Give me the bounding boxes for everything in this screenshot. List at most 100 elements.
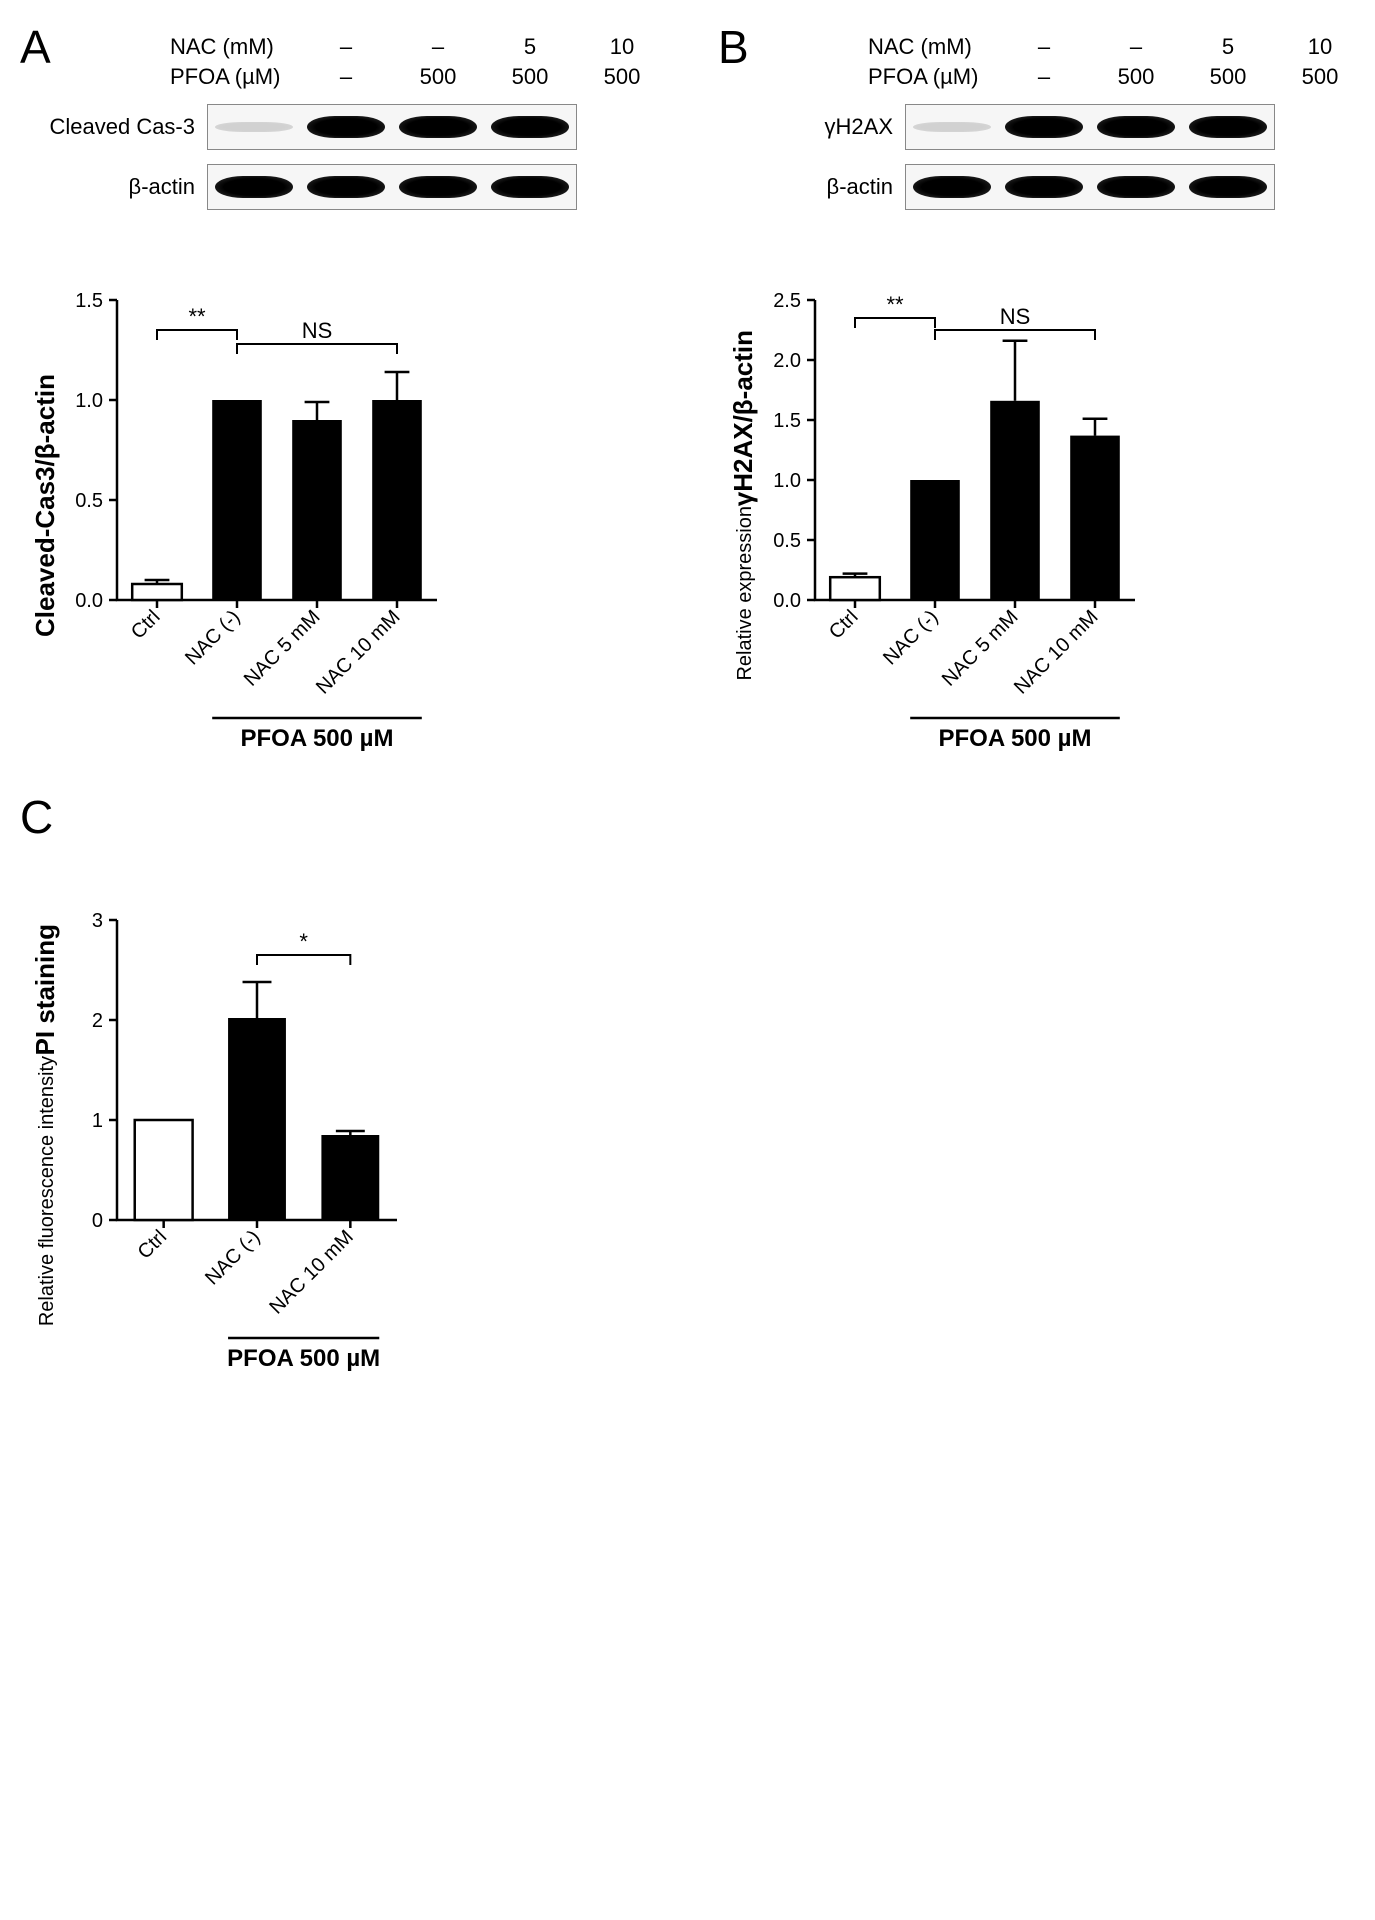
- blot-label: β-actin: [30, 174, 207, 200]
- y-tick-label: 3: [92, 910, 103, 932]
- panel-C-chart: 0123CtrlNAC (-)NAC 10 mM*PFOA 500 µM: [67, 870, 407, 1380]
- blot-band: [1189, 176, 1267, 198]
- panel-B-ylabel-sub: Relative expression: [734, 506, 757, 681]
- y-tick-label: 1.0: [75, 390, 103, 412]
- significance-bracket: [237, 344, 397, 354]
- condition-row: NAC (mM)––510: [868, 34, 1366, 60]
- blot-band: [491, 176, 569, 198]
- bar: [132, 584, 182, 600]
- condition-label: PFOA (µM): [170, 64, 300, 90]
- error-bar: [305, 402, 330, 420]
- panel-B-label: B: [718, 20, 749, 74]
- x-category-label: NAC 10 mM: [265, 1226, 358, 1319]
- blot-band: [1097, 176, 1175, 198]
- significance-label: **: [188, 304, 206, 329]
- blot-band: [215, 176, 293, 198]
- bar: [228, 1018, 286, 1220]
- blot-band: [1189, 116, 1267, 138]
- panel-A-blots: Cleaved Cas-3 β-actin: [30, 104, 668, 210]
- condition-value: 10: [576, 34, 668, 60]
- condition-row: PFOA (µM)–500500500: [170, 64, 668, 90]
- y-tick-label: 2.0: [773, 350, 801, 372]
- blot-band: [913, 122, 991, 132]
- x-category-label: NAC 10 mM: [312, 606, 405, 699]
- bar: [990, 401, 1040, 600]
- blot-band: [1005, 116, 1083, 138]
- x-category-label: Ctrl: [825, 606, 863, 644]
- panel-A-label: A: [20, 20, 51, 74]
- panel-A-ylabels: Cleaved-Cas3/β-actin: [30, 250, 61, 760]
- bar: [135, 1120, 193, 1220]
- blot-band: [215, 122, 293, 132]
- panel-C-ylabels: PI staining Relative fluorescence intens…: [30, 870, 61, 1380]
- panel-B-chart: 0.00.51.01.52.02.5CtrlNAC (-)NAC 5 mMNAC…: [765, 250, 1145, 760]
- significance-label: NS: [1000, 304, 1031, 329]
- blot-band: [1005, 176, 1083, 198]
- y-tick-label: 0.5: [773, 530, 801, 552]
- condition-value: 5: [484, 34, 576, 60]
- blot-strip: [905, 104, 1275, 150]
- condition-value: –: [300, 64, 392, 90]
- condition-value: 5: [1182, 34, 1274, 60]
- condition-value: 500: [392, 64, 484, 90]
- blot-strip: [207, 104, 577, 150]
- condition-value: 10: [1274, 34, 1366, 60]
- bar: [321, 1135, 379, 1220]
- x-category-label: NAC (-): [879, 606, 942, 669]
- condition-row: PFOA (µM)–500500500: [868, 64, 1366, 90]
- panel-C-label: C: [20, 790, 53, 844]
- blot-band: [491, 116, 569, 138]
- blot-label: Cleaved Cas-3: [30, 114, 207, 140]
- blot-strip: [905, 164, 1275, 210]
- significance-bracket: [257, 955, 350, 965]
- panel-C: C PI staining Relative fluorescence inte…: [30, 800, 668, 1380]
- panel-B-ylabel: γH2AX/β-actin: [728, 330, 759, 506]
- condition-value: 500: [1090, 64, 1182, 90]
- panel-C-ylabel: PI staining: [30, 924, 61, 1055]
- blot-row: β-actin: [30, 164, 668, 210]
- panel-B: B NAC (mM)––510PFOA (µM)–500500500 γH2AX…: [728, 30, 1366, 760]
- significance-label: *: [299, 929, 308, 954]
- panel-B-ylabels: γH2AX/β-actin Relative expression: [728, 250, 759, 760]
- blot-band: [307, 176, 385, 198]
- bar: [1070, 436, 1120, 600]
- y-tick-label: 1.0: [773, 470, 801, 492]
- blot-row: Cleaved Cas-3: [30, 104, 668, 150]
- condition-value: 500: [484, 64, 576, 90]
- condition-value: 500: [1182, 64, 1274, 90]
- figure: A NAC (mM)––510PFOA (µM)–500500500 Cleav…: [30, 30, 1345, 1380]
- blot-label: β-actin: [728, 174, 905, 200]
- blot-band: [1097, 116, 1175, 138]
- condition-value: 500: [1274, 64, 1366, 90]
- bar: [292, 420, 342, 600]
- condition-value: –: [998, 64, 1090, 90]
- bar: [372, 400, 422, 600]
- bar: [212, 400, 262, 600]
- panel-B-conditions: NAC (mM)– – 510 PFOA (µM)–500500500: [868, 34, 1366, 90]
- significance-label: **: [886, 292, 904, 317]
- condition-value: 500: [576, 64, 668, 90]
- bar: [910, 480, 960, 600]
- group-label: PFOA 500 µM: [939, 725, 1092, 752]
- blot-band: [913, 176, 991, 198]
- blot-label: γH2AX: [728, 114, 905, 140]
- y-tick-label: 1.5: [75, 290, 103, 312]
- condition-label: NAC (mM): [170, 34, 300, 60]
- blot-band: [399, 176, 477, 198]
- blot-row: β-actin: [728, 164, 1366, 210]
- x-category-label: NAC 10 mM: [1010, 606, 1103, 699]
- y-tick-label: 0.5: [75, 490, 103, 512]
- condition-row: NAC (mM)––510: [170, 34, 668, 60]
- bar: [830, 577, 880, 600]
- y-tick-label: 0.0: [75, 590, 103, 612]
- y-tick-label: 0: [92, 1210, 103, 1232]
- condition-value: –: [998, 34, 1090, 60]
- x-category-label: NAC 5 mM: [938, 606, 1023, 691]
- blot-strip: [207, 164, 577, 210]
- condition-label: NAC (mM): [868, 34, 998, 60]
- y-tick-label: 1: [92, 1110, 103, 1132]
- condition-value: –: [300, 34, 392, 60]
- error-bar: [385, 372, 410, 400]
- error-bar: [1003, 341, 1028, 401]
- bar-chart: 0.00.51.01.5CtrlNAC (-)NAC 5 mMNAC 10 mM…: [67, 250, 447, 760]
